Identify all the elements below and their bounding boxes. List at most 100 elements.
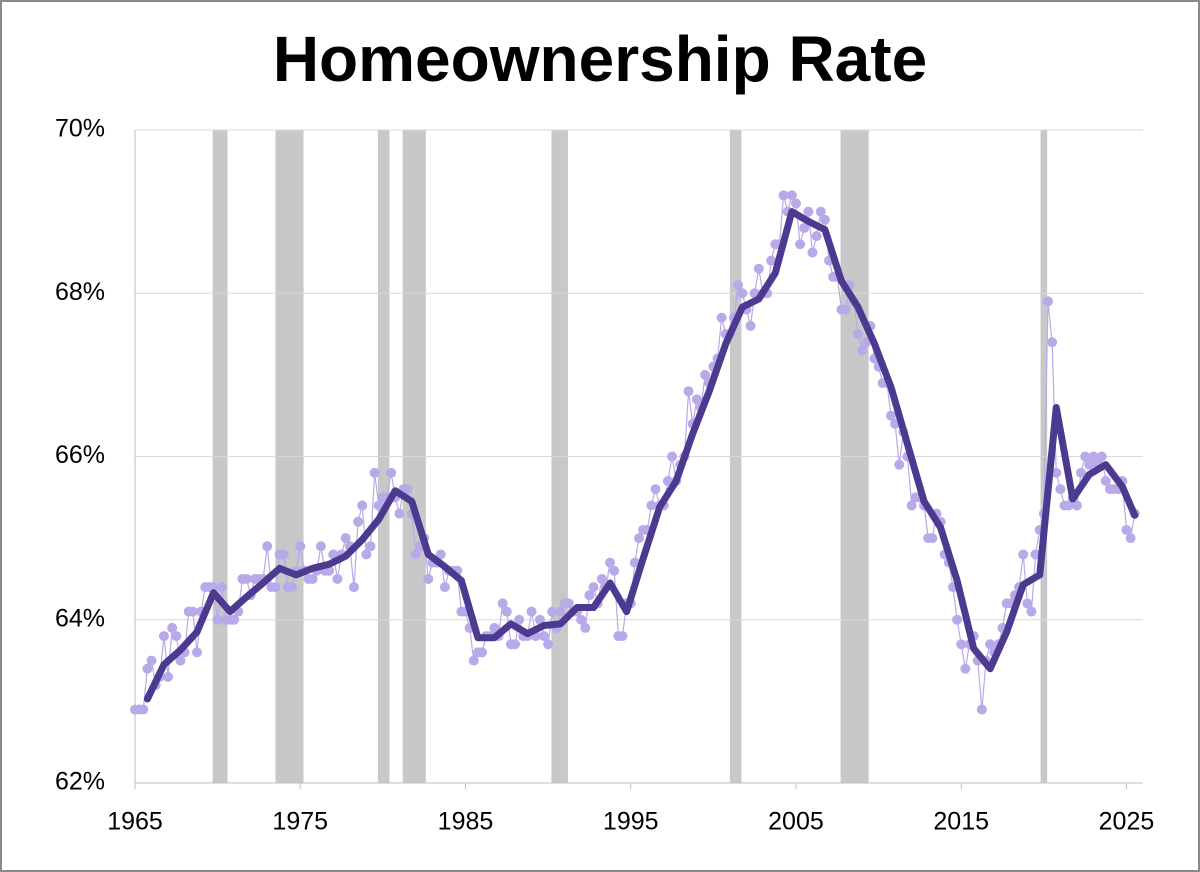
data-point [1018,549,1029,560]
data-point [1096,451,1107,462]
plot [130,190,1140,715]
data-point [1121,524,1132,535]
data-point [270,582,281,593]
y-tick-label: 66% [55,441,105,469]
data-point [1084,459,1095,470]
data-point [733,280,744,291]
data-point [857,345,868,356]
data-point [501,606,512,617]
data-point [543,639,554,650]
data-point [580,622,591,633]
data-point [328,549,339,560]
x-tick-label: 1975 [272,808,328,836]
data-point [212,614,223,625]
data-point [1022,598,1033,609]
data-point [402,484,413,495]
data-point [745,320,756,331]
data-point [985,639,996,650]
data-point [976,704,987,715]
data-point [811,231,822,242]
data-point [861,337,872,348]
data-point [1051,467,1062,478]
data-point [1047,337,1058,348]
data-point [340,533,351,544]
data-point [468,655,479,666]
data-point [307,573,318,584]
data-point [1076,467,1087,478]
data-point [332,573,343,584]
data-point [956,639,967,650]
data-point [477,647,488,658]
data-point [596,573,607,584]
data-point [563,598,574,609]
data-point [662,475,673,486]
data-point [229,614,240,625]
data-point [1063,500,1074,511]
data-point [691,394,702,405]
data-point [1026,606,1037,617]
data-point [778,190,789,201]
data-point [605,557,616,568]
axis-labels: 62% 64% 66% 68% 70% 1965 1975 1985 1995 2005 2015 2… [55,115,1154,836]
data-point [629,557,640,568]
data-point [609,565,620,576]
data-point [617,631,628,642]
data-point [815,206,826,217]
data-point [927,533,938,544]
data-point [886,410,896,421]
data-point [803,206,814,217]
series-line [143,208,1139,703]
y-tick-label: 64% [55,604,105,632]
data-point [158,631,169,642]
data-point [208,582,219,593]
grid [134,129,1143,789]
data-point [489,622,500,633]
data-point [435,549,446,560]
data-point [952,614,963,625]
data-point [906,500,917,511]
data-point [547,606,558,617]
data-point [1100,475,1111,486]
data-point [171,631,182,642]
x-tick-label: 2025 [1099,808,1155,836]
data-point [394,508,405,519]
data-point [175,655,186,666]
data-point [369,467,380,478]
data-point [373,500,384,511]
data-point [138,704,149,715]
data-point [960,663,971,674]
data-point [510,639,521,650]
data-point [514,614,525,625]
data-point [262,541,273,552]
data-point [894,459,905,470]
y-tick-label: 68% [55,278,105,306]
data-point [555,606,566,617]
y-tick-label: 70% [55,115,105,143]
data-point [650,484,661,495]
data-point [146,655,157,666]
data-point [315,541,326,552]
data-point [1055,484,1066,495]
data-point [1071,500,1082,511]
data-point [700,369,711,380]
data-point [799,222,810,233]
x-tick-label: 1965 [107,808,163,836]
data-point [187,606,198,617]
x-tick-label: 2005 [768,808,824,836]
data-point [526,606,537,617]
data-point [584,590,595,601]
data-point [534,614,545,625]
chart-title: Homeownership Rate [273,23,927,95]
data-point [348,582,359,593]
data-point [852,329,863,340]
data-point [840,304,851,315]
data-point [439,582,450,593]
data-point [646,500,657,511]
data-point [423,573,434,584]
data-point [142,663,153,674]
data-point [191,647,202,658]
data-point [1125,533,1136,544]
data-point [683,386,694,397]
y-tick-label: 62% [55,768,105,796]
